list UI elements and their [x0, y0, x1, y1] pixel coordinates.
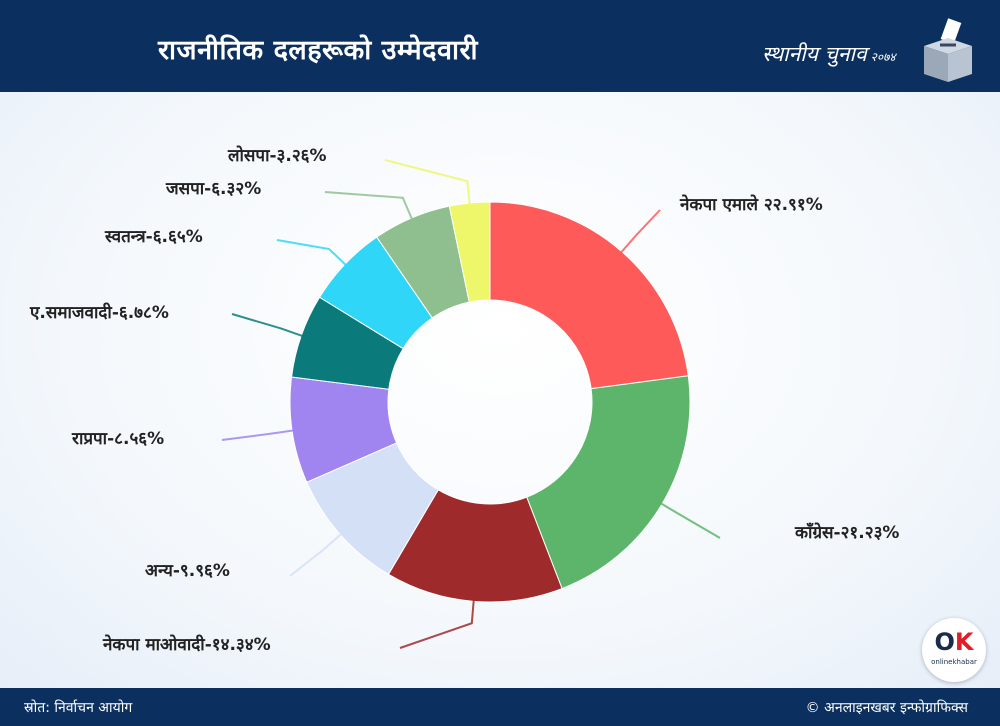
election-badge-label: स्थानीय चुनाव	[762, 42, 867, 66]
election-badge: स्थानीय चुनाव २०७४	[762, 40, 896, 68]
chart-title: राजनीतिक दलहरूको उम्मेदवारी	[158, 35, 479, 66]
chart-area: नेकपा एमाले २२.९१% काँग्रेस-२१.२३% नेकपा म…	[0, 92, 1000, 688]
slice-3	[387, 489, 563, 603]
leader-line-3	[399, 597, 475, 649]
leader-line-2	[658, 501, 721, 539]
slice-label-5: राप्रपा-८.५६%	[71, 429, 164, 449]
logo-wordmark: onlinekhabar	[931, 658, 977, 666]
leader-line-9	[384, 159, 471, 208]
slice-label-9: लोसपा-३.२६%	[227, 145, 327, 166]
leader-line-5	[221, 429, 297, 441]
slice-label-1: नेकपा एमाले २२.९१%	[679, 194, 823, 215]
leader-line-8	[324, 191, 414, 223]
slice-label-2: काँग्रेस-२१.२३%	[794, 522, 899, 543]
slice-1	[489, 201, 689, 390]
slice-2	[526, 375, 691, 590]
ballot-box-icon	[924, 18, 972, 82]
logo-mark: OK	[934, 628, 974, 656]
donut-chart: नेकपा एमाले २२.९१% काँग्रेस-२१.२३% नेकपा म…	[29, 145, 899, 655]
leader-line-1	[618, 209, 661, 256]
onlinekhabar-logo: OK onlinekhabar	[922, 618, 986, 682]
slice-label-3: नेकपा माओवादी-१४.३४%	[102, 634, 271, 655]
slice-label-8: जसपा-६.३२%	[165, 179, 261, 199]
footer-bar: स्रोत: निर्वाचन आयोग © अनलाइनखबर इन्फोग्…	[0, 688, 1000, 726]
leader-line-6	[231, 313, 306, 338]
slice-label-6: ए.समाजवादी-६.७८%	[29, 302, 169, 323]
source-note: स्रोत: निर्वाचन आयोग	[24, 700, 133, 716]
leader-line-4	[289, 531, 345, 577]
header-bar: राजनीतिक दलहरूको उम्मेदवारी स्थानीय चुना…	[0, 0, 1000, 92]
slice-label-7: स्वतन्त्र-६.६५%	[104, 227, 203, 247]
leader-line-7	[276, 239, 349, 268]
slice-9	[448, 201, 491, 303]
election-badge-year: २०७४	[870, 50, 896, 64]
slice-label-4: अन्य-९.९६%	[145, 561, 230, 581]
credit-note: © अनलाइनखबर इन्फोग्राफिक्स	[805, 700, 968, 716]
